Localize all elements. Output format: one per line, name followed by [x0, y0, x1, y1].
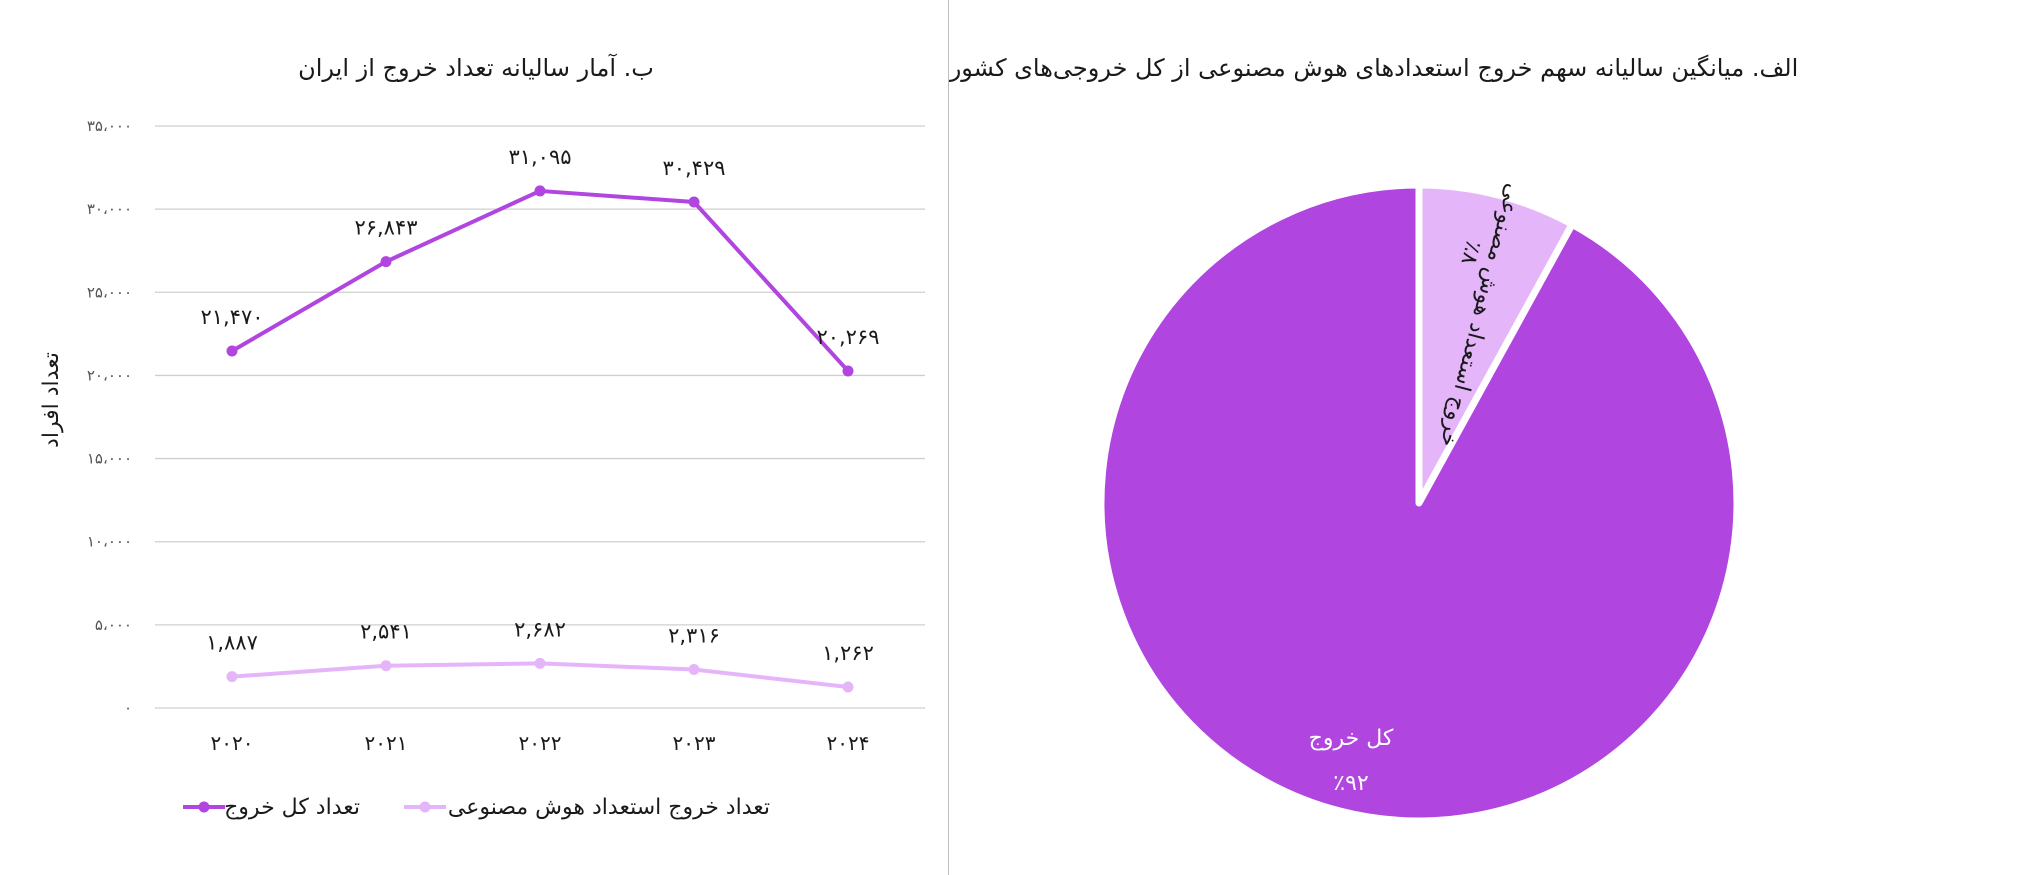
- series-line: [230, 188, 850, 373]
- data-label: ۲,۶۸۲: [514, 617, 566, 641]
- pie-slice-label: کل خروج ٪۹۲: [1309, 726, 1394, 796]
- series-total-exits: ۲۱,۴۷۰ ۲۶,۸۴۳ ۳۱,۰۹۵ ۳۰,۴۲۹ ۲۰,۲۶۹: [200, 145, 880, 377]
- pie-slice: [1415, 181, 1576, 507]
- data-label: ۳۰,۴۲۹: [662, 156, 725, 180]
- data-point: [534, 657, 546, 669]
- y-tick-label: ۱۵،۰۰۰: [87, 450, 132, 468]
- legend-label: تعداد کل خروج: [224, 795, 360, 820]
- x-tick-label: ۲۰۲۰: [211, 731, 254, 755]
- line-chart: ب. آمار سالیانه تعداد خروج از ایران تعدا…: [39, 53, 925, 820]
- data-label: ۱,۲۶۲: [822, 641, 874, 665]
- x-tick-label: ۲۰۲۳: [673, 731, 716, 755]
- y-axis-label: تعداد افراد: [39, 352, 64, 448]
- legend-marker: [419, 801, 431, 813]
- y-tick-label: ۲۰،۰۰۰: [87, 366, 132, 384]
- data-label: ۲۶,۸۴۳: [354, 216, 417, 240]
- legend-item: تعداد کل خروج: [183, 795, 360, 820]
- y-tick-label: ۳۵،۰۰۰: [87, 117, 132, 135]
- data-point: [380, 660, 392, 672]
- y-tick-label: ۵،۰۰۰: [95, 616, 132, 634]
- data-point: [534, 185, 546, 197]
- pie-chart: الف. میانگین سالیانه سهم خروج استعدادهای…: [949, 54, 1798, 825]
- legend-label: تعداد خروج استعداد هوش مصنوعی: [448, 795, 770, 820]
- data-label: ۳۱,۰۹۵: [508, 145, 571, 169]
- data-point: [380, 256, 392, 268]
- legend-marker: [198, 801, 210, 813]
- data-point: [226, 671, 238, 683]
- data-point: [842, 365, 854, 377]
- data-label: ۲,۳۱۶: [668, 623, 720, 647]
- y-tick-label: ۱۰،۰۰۰: [87, 533, 132, 551]
- x-tick-label: ۲۰۲۱: [365, 731, 408, 755]
- panel-divider: [948, 0, 949, 875]
- pie-value-label: ٪۹۲: [1333, 771, 1368, 796]
- data-label: ۲,۵۴۱: [360, 620, 412, 644]
- x-tick-label: ۲۰۲۲: [519, 731, 562, 755]
- x-tick-label: ۲۰۲۴: [827, 731, 870, 755]
- y-tick-label: ۳۰،۰۰۰: [87, 200, 132, 218]
- data-label: ۱,۸۸۷: [206, 631, 258, 655]
- legend-item: تعداد خروج استعداد هوش مصنوعی: [404, 795, 770, 820]
- line-chart-title: ب. آمار سالیانه تعداد خروج از ایران: [298, 53, 654, 82]
- pie-category-label: کل خروج: [1309, 726, 1394, 751]
- data-point: [688, 663, 700, 675]
- pie-slice: [1097, 181, 1741, 825]
- data-label: ۲۰,۲۶۹: [816, 325, 879, 349]
- series-ai-talent-exits: ۱,۸۸۷ ۲,۵۴۱ ۲,۶۸۲ ۲,۳۱۶ ۱,۲۶۲: [206, 617, 874, 693]
- data-point: [226, 345, 238, 357]
- data-label: ۲۱,۴۷۰: [200, 305, 263, 329]
- data-point: [688, 196, 700, 208]
- y-tick-label: ۰: [124, 699, 132, 717]
- y-tick-label: ۲۵،۰۰۰: [87, 283, 132, 301]
- pie-chart-title: الف. میانگین سالیانه سهم خروج استعدادهای…: [949, 54, 1798, 82]
- data-point: [842, 681, 854, 693]
